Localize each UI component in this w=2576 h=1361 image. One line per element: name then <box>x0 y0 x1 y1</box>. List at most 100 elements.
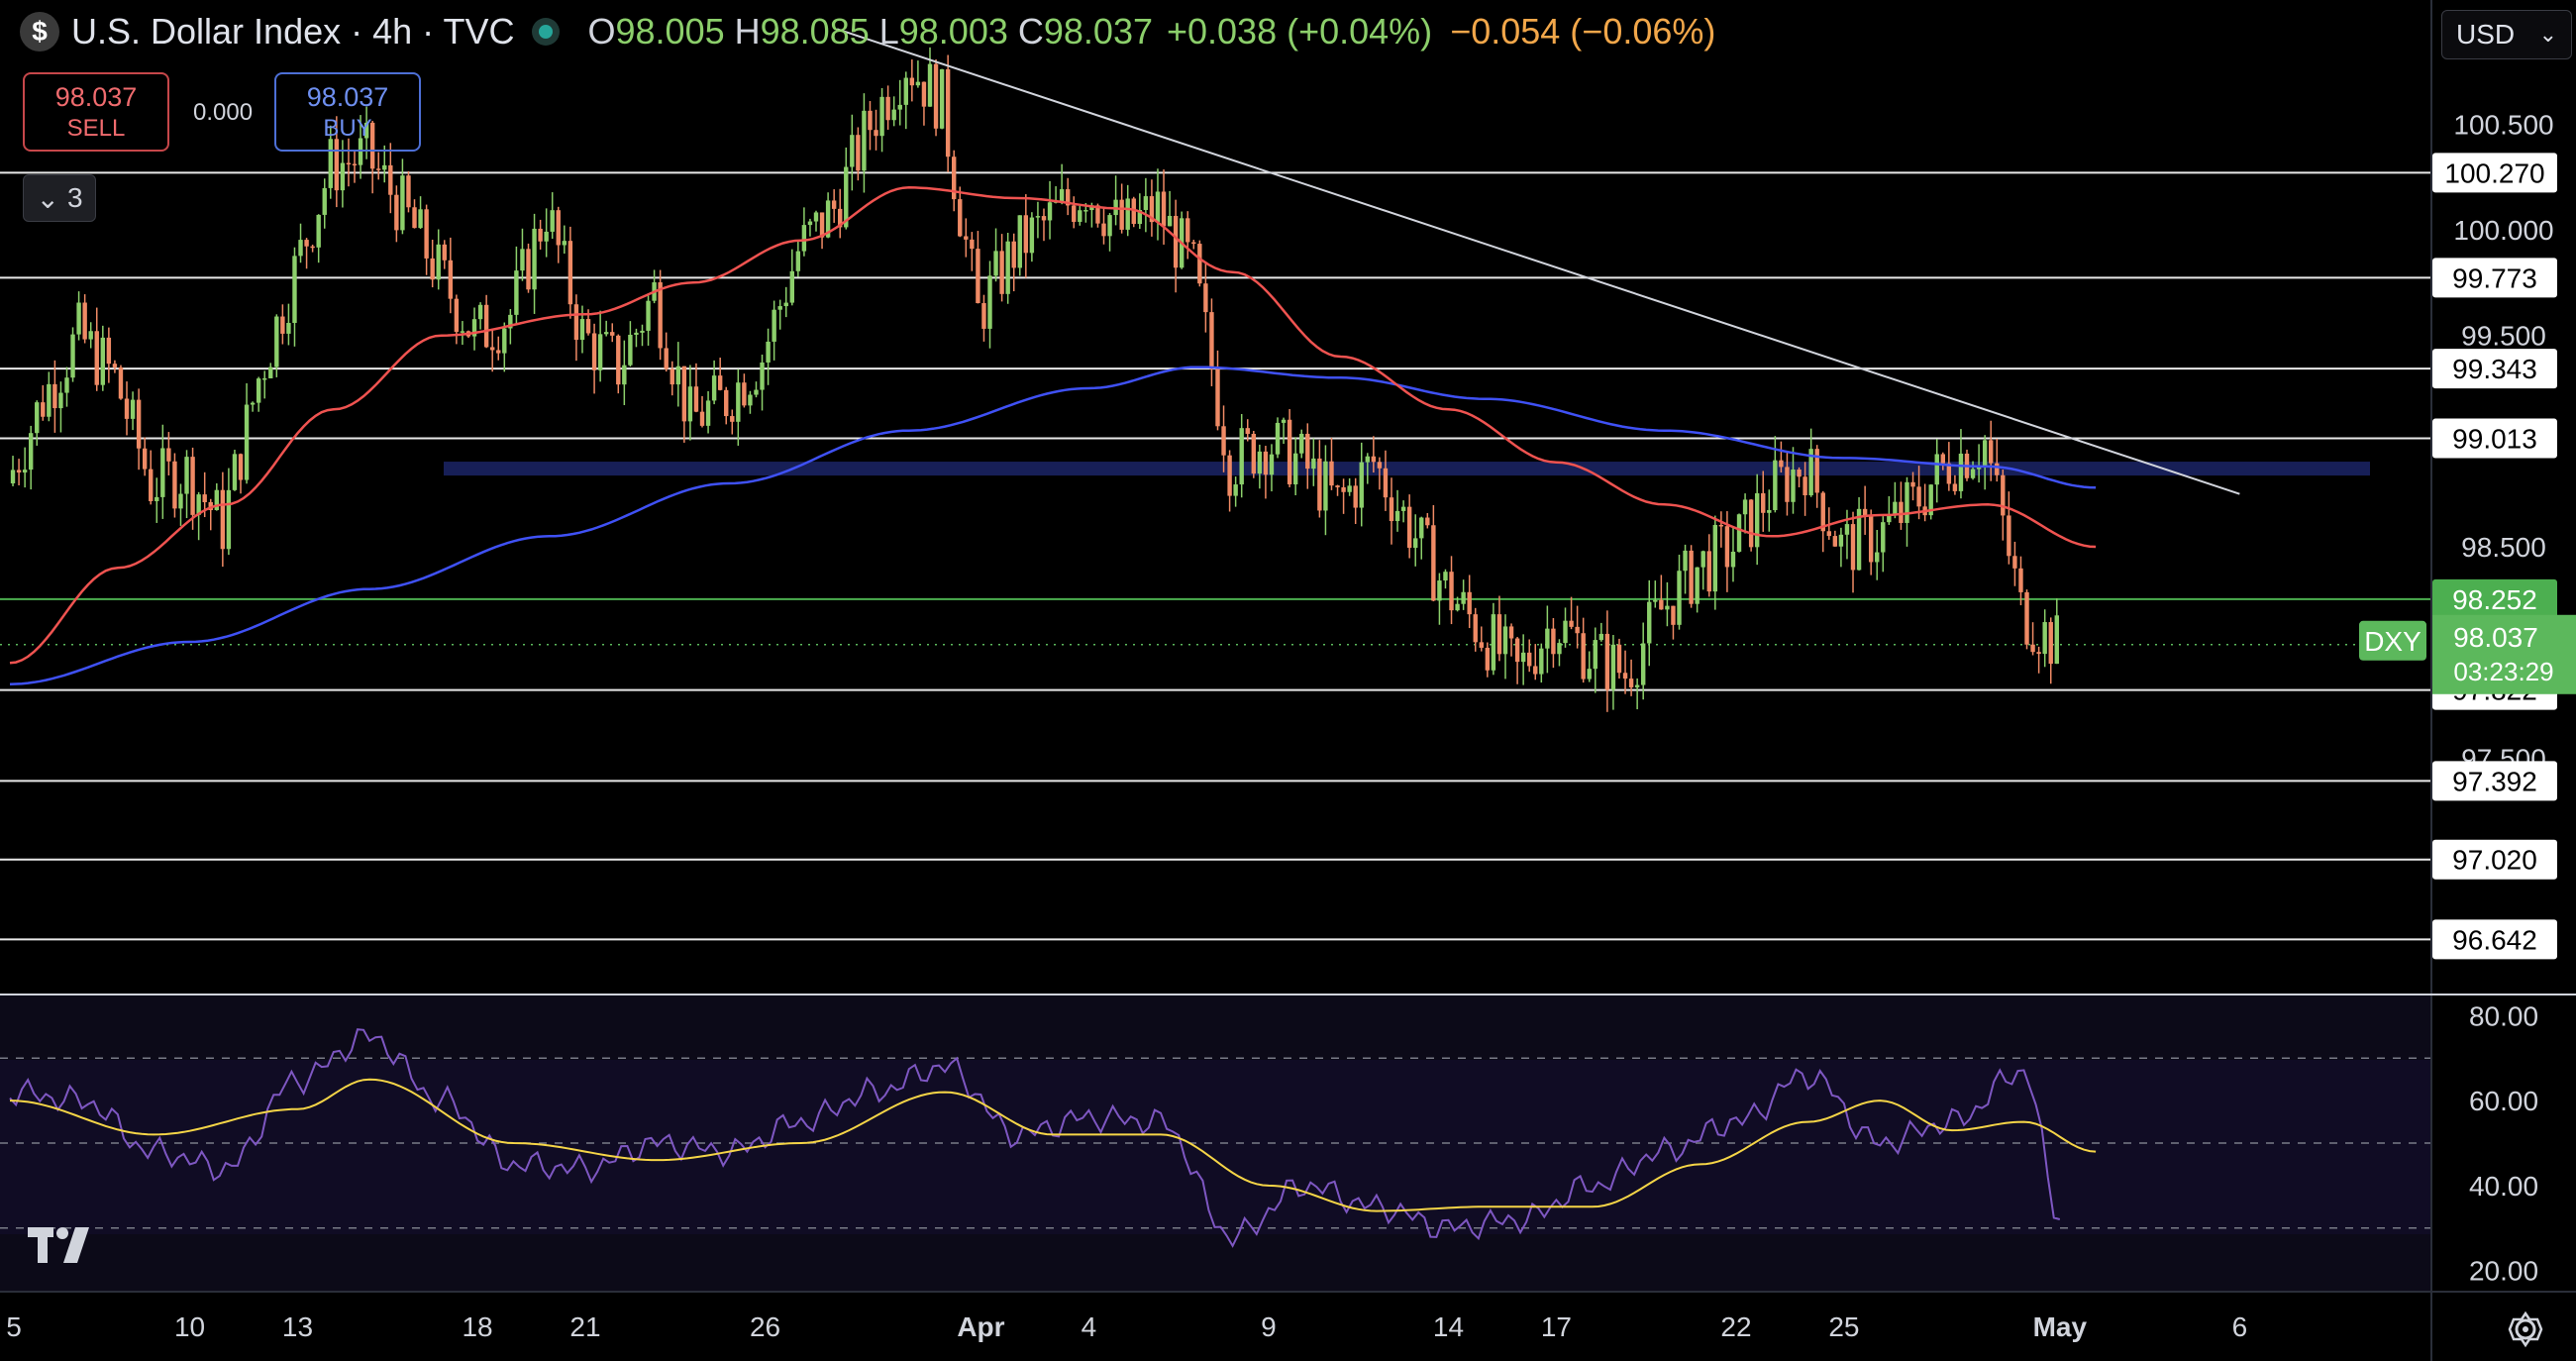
candle-body <box>1059 189 1065 202</box>
rsi-tick-label: 20.00 <box>2469 1256 2538 1287</box>
indicators-toggle-button[interactable]: ⌄ 3 <box>23 174 96 222</box>
symbol-title[interactable]: U.S. Dollar Index · 4h · TVC <box>71 11 515 52</box>
candle-body <box>1041 216 1047 221</box>
candle-body <box>100 337 106 385</box>
candle-body <box>1581 633 1586 680</box>
candle-body <box>711 375 717 401</box>
candle-body <box>1191 242 1196 245</box>
candle-body <box>658 282 663 349</box>
candle-body <box>2024 591 2029 645</box>
candle-body <box>64 377 69 393</box>
level-tag <box>2432 153 2557 193</box>
candle-body <box>489 347 495 351</box>
candle-body <box>1461 591 1466 604</box>
candle-body <box>831 200 837 209</box>
candle-body <box>903 77 908 105</box>
candle-body <box>1695 567 1700 604</box>
candle-body <box>1940 454 1945 464</box>
candle-body <box>1443 572 1448 581</box>
candle-body <box>1791 470 1796 502</box>
candle-body <box>1317 458 1322 511</box>
candle-body <box>1628 679 1634 687</box>
candle-body <box>675 366 681 385</box>
candle-body <box>2054 615 2059 665</box>
candle-body <box>1323 461 1328 511</box>
candle-body <box>945 68 951 157</box>
candle-body <box>1850 524 1856 571</box>
candle-body <box>232 454 238 490</box>
buy-button[interactable]: 98.037 BUY <box>274 72 421 152</box>
chevron-down-icon: ⌄ <box>36 182 59 214</box>
candle-body <box>508 314 513 329</box>
candle-body <box>1689 550 1694 604</box>
candle-body <box>622 365 627 385</box>
candle-body <box>1622 673 1628 680</box>
sell-price: 98.037 <box>54 81 138 112</box>
candle-body <box>436 244 441 280</box>
candle-body <box>2018 568 2023 592</box>
candle-body <box>1275 422 1281 455</box>
candle-body <box>1281 419 1287 423</box>
candle-body <box>1905 481 1909 523</box>
candle-body <box>1023 215 1029 254</box>
candle-body <box>1881 522 1886 553</box>
candle-body <box>1311 458 1316 470</box>
candle-body <box>1479 642 1484 648</box>
candle-body <box>340 162 346 191</box>
candle-body <box>155 496 159 501</box>
candle-body <box>1995 463 2000 475</box>
level-tag <box>2432 761 2557 801</box>
candle-body <box>952 157 957 200</box>
time-tick-label: 26 <box>750 1311 780 1342</box>
level-tag-label: 96.642 <box>2452 924 2537 955</box>
candle-body <box>1508 626 1514 639</box>
candle-body <box>2030 644 2035 653</box>
candle-body <box>717 375 723 390</box>
candle-body <box>976 249 980 304</box>
candle-body <box>730 416 735 422</box>
candle-body <box>610 332 615 336</box>
candle-body <box>1406 506 1412 549</box>
candle-body <box>1539 648 1544 675</box>
currency-select[interactable]: USD ⌄ <box>2441 10 2572 59</box>
price-tick-label: 100.000 <box>2453 215 2553 246</box>
candle-body <box>1832 536 1838 547</box>
candle-body <box>514 270 519 315</box>
candle-body <box>603 332 609 335</box>
candle-body <box>1329 461 1334 486</box>
candle-body <box>562 241 567 246</box>
candle-body <box>1982 440 1988 467</box>
candle-body <box>1101 223 1106 237</box>
candle-body <box>1557 643 1562 655</box>
currency-value: USD <box>2456 19 2516 50</box>
candle-body <box>1604 633 1610 690</box>
candle-body <box>502 328 507 354</box>
candle-body <box>178 493 183 509</box>
candle-body <box>1203 283 1208 313</box>
indicators-count: 3 <box>66 182 83 213</box>
tradingview-logo-icon[interactable] <box>28 1216 107 1281</box>
settings-gear-icon[interactable] <box>2506 1309 2545 1349</box>
candle-body <box>987 275 992 329</box>
candle-body <box>1029 217 1035 254</box>
candle-body <box>1640 643 1646 685</box>
candle-body <box>346 162 352 165</box>
candle-body <box>789 270 794 303</box>
candle-body <box>772 309 776 342</box>
market-status-icon[interactable] <box>538 25 553 39</box>
sell-button[interactable]: 98.037 SELL <box>23 72 169 152</box>
candle-body <box>981 303 986 329</box>
candle-body <box>964 236 969 240</box>
candle-body <box>471 319 477 337</box>
candle-body <box>1383 468 1389 498</box>
candle-body <box>1653 599 1658 602</box>
candle-body <box>838 208 843 228</box>
level-tag-label: 97.020 <box>2452 845 2537 876</box>
candle-body <box>646 300 651 331</box>
candle-body <box>424 209 429 259</box>
candle-body <box>334 139 340 191</box>
candle-body <box>1305 433 1310 470</box>
candle-body <box>1683 550 1688 572</box>
candle-body <box>850 135 855 167</box>
